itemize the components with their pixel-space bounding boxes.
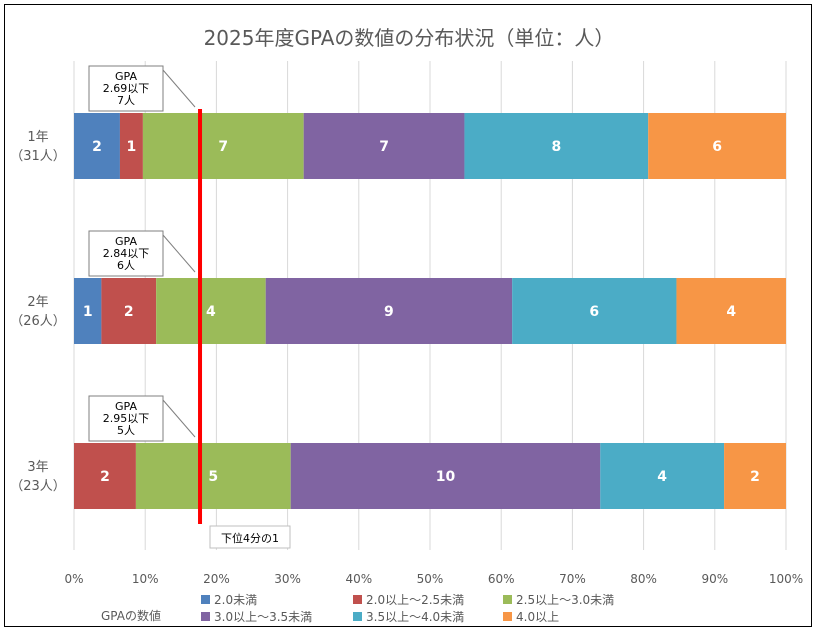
annotation-text: GPA [115,235,137,248]
annotation-box [88,230,164,277]
category-label: 2年 [27,295,48,310]
annotation-text: GPA [115,70,137,83]
bar-segment [648,113,786,179]
category-label: 3年 [27,460,48,475]
bar-segment [74,443,136,509]
x-tick-label: 50% [417,572,444,586]
annotation-text: 2.69以下 [103,82,150,95]
data-label: 5 [208,469,218,485]
legend-label: 4.0以上 [516,610,559,624]
annotation-box [88,65,164,112]
bar-segment [600,443,725,509]
legend-swatch [201,595,210,604]
category-count-label: （31人） [10,149,66,164]
category-label: 1年 [27,130,48,145]
legend: GPAの数値 2.0未満 2.0以上～2.5未満 2.5以上～3.0未満 3.0以上～… [101,593,614,624]
data-label: 6 [712,139,722,155]
annotation-text: 5人 [117,424,135,437]
bar-segment [265,278,513,344]
data-label: 4 [206,304,216,320]
bar-segment [303,113,465,179]
bar-segment [156,278,266,344]
data-label: 8 [551,139,561,155]
annotation-text: 2.95以下 [103,412,150,425]
data-label: 2 [750,469,760,485]
bar-segment [119,113,143,179]
data-label: 1 [127,139,137,155]
x-tick-label: 80% [630,572,657,586]
data-label: 4 [657,469,667,485]
x-tick-label: 90% [701,572,728,586]
annotation-box [88,395,164,442]
reference-line-group: 下位4分の1 [198,109,291,549]
legend-label: 3.0以上～3.5未満 [214,610,312,624]
legend-title: GPAの数値 [101,608,161,623]
bar-segment [101,278,157,344]
annotation-text: GPA [115,400,137,413]
gpa-distribution-chart: 2025年度GPAの数値の分布状況（単位：人） 2 1 7 7 8 6 1 2 4 9 6 4 2 5 10… [10,26,803,624]
legend-swatch [503,595,512,604]
annotation-leader [162,69,196,108]
data-label: 7 [379,139,389,155]
category-count-label: （26人） [10,314,66,329]
category-labels: 1年 （31人） 2年 （26人） 3年 （23人） [10,130,66,494]
x-tick-label: 70% [559,572,586,586]
x-tick-label: 0% [64,572,83,586]
data-label: 6 [589,304,599,320]
annotation-text: 6人 [117,259,135,272]
bar-segment [74,113,120,179]
bar-segment [135,443,291,509]
bar-segment [724,443,786,509]
x-tick-label: 20% [203,572,230,586]
x-tick-label: 100% [769,572,803,586]
x-tick-label: 40% [345,572,372,586]
x-tick-label: 30% [274,572,301,586]
category-count-label: （23人） [10,479,66,494]
x-tick-label: 60% [488,572,515,586]
annotation-text: 7人 [117,94,135,107]
data-labels: 2 1 7 7 8 6 1 2 4 9 6 4 2 5 10 4 2 [83,139,760,485]
reference-label-box [209,525,291,549]
data-label: 2 [92,139,102,155]
bar-segment [676,278,786,344]
bars [74,113,786,509]
legend-label: 3.5以上～4.0未満 [366,610,464,624]
legend-swatch [503,612,512,621]
chart-frame: 2025年度GPAの数値の分布状況（単位：人） 2 1 7 7 8 6 1 2 4 9 6 4 2 5 10… [4,4,812,627]
bar-segment [142,113,304,179]
data-label: 1 [83,304,93,320]
data-label: 2 [124,304,134,320]
legend-swatch [353,595,362,604]
reference-label: 下位4分の1 [221,531,279,545]
data-label: 9 [384,304,394,320]
data-label: 10 [436,469,456,485]
annotation-leader [162,399,196,438]
data-label: 4 [726,304,736,320]
x-tick-labels: 0% 10% 20% 30% 40% 50% 60% 70% 80% 90% 100% [64,572,803,586]
legend-swatch [353,612,362,621]
data-label: 2 [100,469,110,485]
annotation-leader [162,234,196,273]
legend-label: 2.0未満 [214,593,257,607]
bar-segment [512,278,677,344]
x-tick-label: 10% [132,572,159,586]
legend-label: 2.5以上～3.0未満 [516,593,614,607]
data-label: 7 [218,139,228,155]
legend-label: 2.0以上～2.5未満 [366,593,464,607]
annotation-text: 2.84以下 [103,247,150,260]
bar-segment [74,278,102,344]
bar-segment [290,443,601,509]
chart-title: 2025年度GPAの数値の分布状況（単位：人） [204,26,615,50]
legend-swatch [201,612,210,621]
bar-segment [464,113,649,179]
